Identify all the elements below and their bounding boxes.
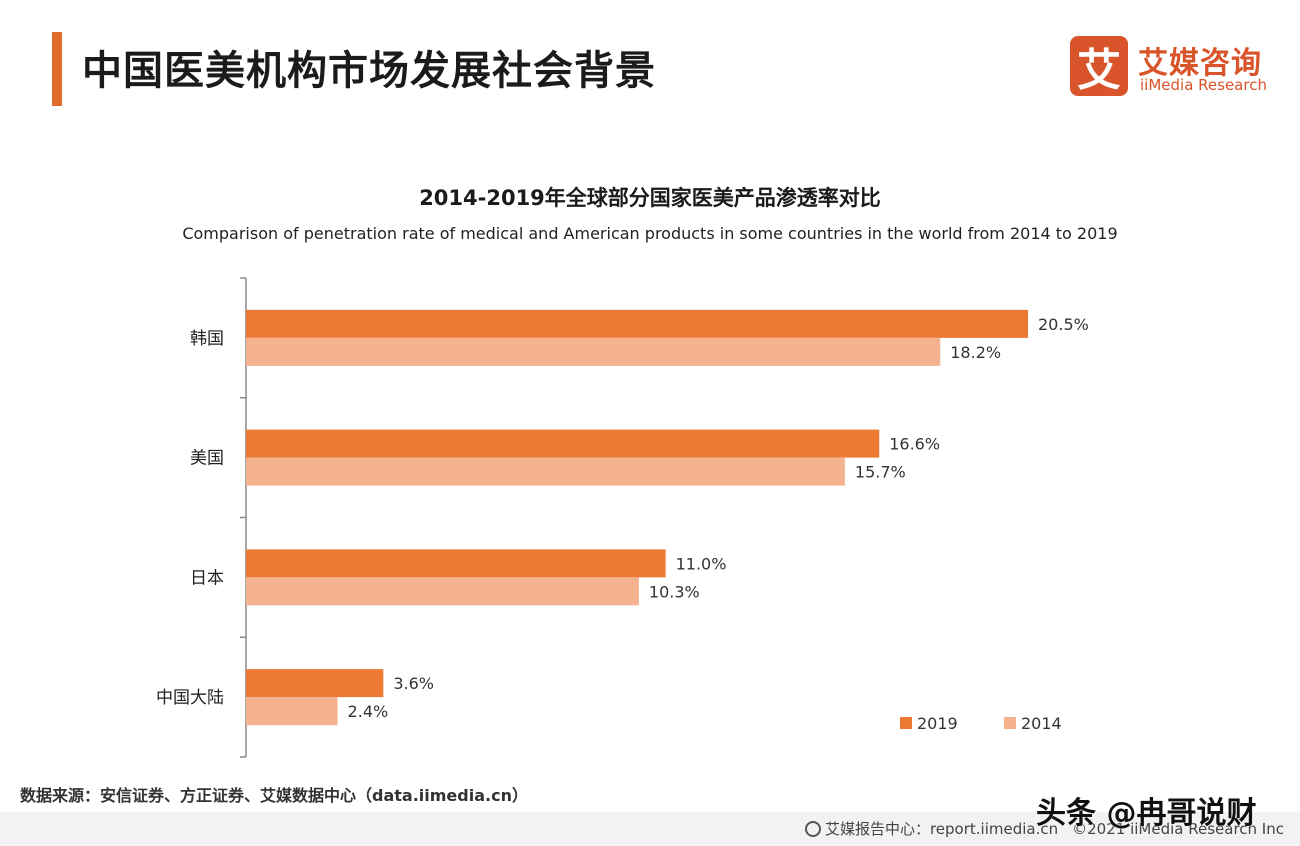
legend-label-2014: 2014: [1021, 714, 1062, 733]
bar-2019-0: [246, 309, 1028, 338]
page-title: 中国医美机构市场发展社会背景: [82, 48, 656, 94]
legend-swatch-2019: [900, 717, 912, 729]
data-label: 20.5%: [1038, 315, 1089, 334]
report-center-icon: [804, 821, 821, 837]
legend-swatch-2014: [1004, 717, 1016, 729]
data-label: 15.7%: [855, 463, 906, 482]
brand-logo-icon: 艾: [1070, 36, 1128, 96]
bar-2014-2: [246, 577, 639, 606]
category-label: 韩国: [190, 329, 224, 349]
footer-copyright: ©2021 iiMedia Research Inc: [1072, 820, 1284, 838]
data-source-note: 数据来源：安信证券、方正证券、艾媒数据中心（data.iimedia.cn）: [20, 786, 528, 805]
watermark: 头条 @冉哥说财: [1036, 796, 1257, 831]
data-label: 16.6%: [889, 435, 940, 454]
bar-chart: 韩国 20.5% 18.2% 美国 16.6% 15.7% 日本 11.0% 10.3% 中国大陆…: [156, 277, 1089, 758]
category-label: 日本: [190, 568, 224, 588]
category-label: 中国大陆: [156, 688, 224, 708]
footer-bar: [0, 812, 1300, 846]
data-label: 3.6%: [393, 674, 434, 693]
bar-2014-1: [246, 457, 845, 486]
footer-report-center: 艾媒报告中心：report.iimedia.cn: [804, 820, 1058, 838]
data-label: 18.2%: [950, 343, 1001, 362]
bar-2019-3: [246, 669, 384, 698]
title-accent-bar: [52, 32, 62, 106]
legend-label-2019: 2019: [917, 714, 958, 733]
footer: 艾媒报告中心：report.iimedia.cn ©2021 iiMedia Re…: [804, 818, 1284, 839]
data-label: 11.0%: [676, 554, 727, 573]
data-label: 2.4%: [348, 702, 389, 721]
chart-subtitle: Comparison of penetration rate of medica…: [182, 224, 1118, 243]
bar-2019-1: [246, 429, 880, 458]
brand-name-en: iiMedia Research: [1140, 76, 1267, 94]
brand-name-cn: 艾媒咨询: [1138, 46, 1262, 81]
bar-2014-3: [246, 697, 338, 726]
data-label: 10.3%: [649, 582, 700, 601]
category-label: 美国: [190, 449, 224, 469]
chart-title: 2014-2019年全球部分国家医美产品渗透率对比: [419, 186, 881, 210]
brand-logo-block: 艾 艾媒咨询 iiMedia Research: [1070, 36, 1280, 98]
bar-2019-2: [246, 549, 666, 578]
bar-2014-0: [246, 337, 941, 366]
